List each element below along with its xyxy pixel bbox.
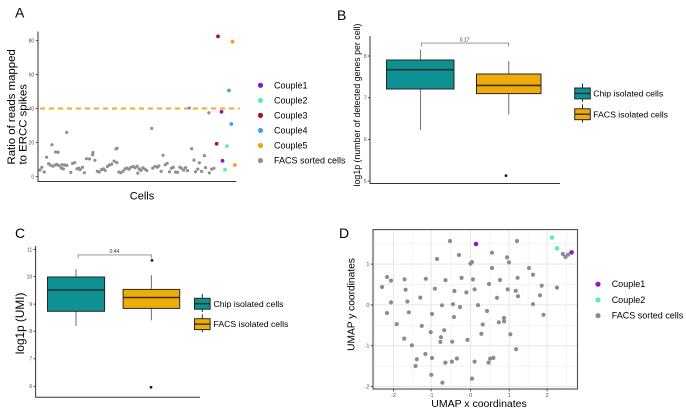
svg-text:0.44: 0.44 [110, 249, 120, 255]
svg-text:0: 0 [469, 393, 472, 399]
svg-text:D: D [339, 225, 349, 241]
svg-text:1: 1 [366, 262, 369, 268]
svg-text:5: 5 [364, 179, 367, 185]
svg-text:C: C [15, 225, 25, 241]
svg-text:Chip isolated cells: Chip isolated cells [593, 89, 664, 99]
svg-text:Chip isolated cells: Chip isolated cells [214, 299, 285, 309]
svg-text:0: 0 [366, 303, 369, 309]
svg-text:Couple5: Couple5 [274, 141, 308, 151]
svg-text:1: 1 [508, 393, 511, 399]
svg-text:2: 2 [546, 393, 549, 399]
svg-text:FACS isolated cells: FACS isolated cells [593, 109, 668, 119]
svg-text:FACS sorted cells: FACS sorted cells [612, 311, 684, 321]
svg-text:7: 7 [364, 96, 367, 102]
svg-text:-2: -2 [391, 393, 396, 399]
svg-text:0.17: 0.17 [460, 37, 470, 43]
svg-text:11: 11 [27, 247, 32, 253]
svg-text:80: 80 [29, 38, 35, 44]
svg-text:6: 6 [29, 384, 32, 390]
svg-text:B: B [337, 7, 346, 23]
svg-text:UMAP x coordinates: UMAP x coordinates [431, 398, 527, 410]
svg-text:Couple1: Couple1 [612, 279, 646, 289]
svg-text:40: 40 [29, 106, 35, 112]
svg-text:-2: -2 [365, 385, 370, 391]
svg-text:log1p (UMI): log1p (UMI) [13, 293, 27, 355]
svg-text:60: 60 [29, 72, 35, 78]
svg-text:-1: -1 [429, 393, 434, 399]
svg-text:Couple3: Couple3 [274, 110, 308, 120]
svg-text:Couple2: Couple2 [612, 295, 646, 305]
svg-text:Ratio of reads mapped: Ratio of reads mapped [6, 49, 18, 164]
svg-text:FACS sorted cells: FACS sorted cells [274, 156, 346, 166]
svg-text:9: 9 [29, 302, 32, 308]
svg-text:FACS isolated cells: FACS isolated cells [214, 319, 289, 329]
svg-text:10: 10 [27, 274, 33, 280]
svg-text:Couple2: Couple2 [274, 95, 308, 105]
svg-text:Couple4: Couple4 [274, 125, 308, 135]
svg-text:7: 7 [29, 357, 32, 363]
svg-text:6: 6 [364, 137, 367, 143]
svg-text:-1: -1 [365, 344, 370, 350]
svg-text:UMAP y coordinates: UMAP y coordinates [347, 258, 358, 351]
svg-text:20: 20 [29, 140, 35, 146]
svg-text:Cells: Cells [130, 190, 155, 202]
svg-text:8: 8 [364, 54, 367, 60]
svg-text:to ERCC spikes: to ERCC spikes [17, 84, 29, 165]
svg-text:Couple1: Couple1 [274, 80, 308, 90]
svg-text:8: 8 [29, 329, 32, 335]
svg-text:0: 0 [31, 174, 34, 180]
svg-text:log1p (number of detected gene: log1p (number of detected genes per cell… [352, 24, 362, 187]
svg-text:A: A [15, 5, 25, 21]
